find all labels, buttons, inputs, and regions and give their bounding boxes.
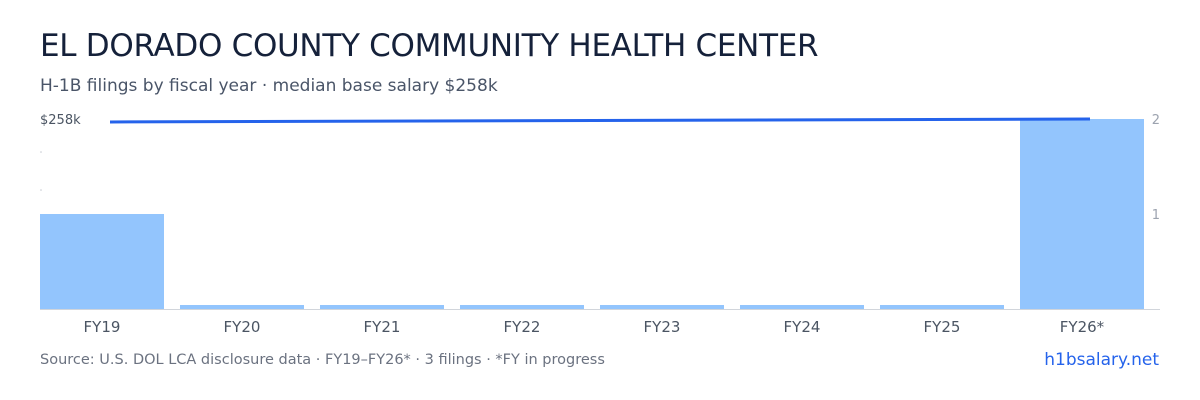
x-tick-label: FY23 [644, 318, 681, 336]
bar-fy20 [180, 305, 304, 309]
right-axis-tick-label: 1 [1152, 208, 1160, 223]
x-tick-label: FY25 [924, 318, 961, 336]
x-tick-label: FY21 [364, 318, 401, 336]
right-axis-tick-label: 2 [1152, 113, 1160, 128]
bar-fy22 [460, 305, 584, 309]
x-tick-label: FY22 [504, 318, 541, 336]
bar-fy23 [600, 305, 724, 309]
bar-fy19 [40, 214, 164, 309]
left-axis-tick-mark [40, 189, 42, 191]
chart-subtitle: H-1B filings by fiscal year · median bas… [40, 76, 498, 96]
chart-title: EL DORADO COUNTY COMMUNITY HEALTH CENTER [40, 28, 819, 64]
source-note: Source: U.S. DOL LCA disclosure data · F… [40, 352, 605, 368]
salary-line [109, 117, 1091, 124]
x-tick-label: FY24 [784, 318, 821, 336]
bar-fy26-star [1020, 119, 1144, 309]
brand-link[interactable]: h1bsalary.net [1044, 350, 1159, 370]
x-tick-label: FY26* [1060, 318, 1105, 336]
bar-fy21 [320, 305, 444, 309]
left-axis-tick-mark [40, 151, 42, 153]
x-tick-label: FY19 [84, 318, 121, 336]
bar-fy24 [740, 305, 864, 309]
x-tick-label: FY20 [224, 318, 261, 336]
bar-fy25 [880, 305, 1004, 309]
left-axis-tick-label: $258k [40, 113, 81, 128]
